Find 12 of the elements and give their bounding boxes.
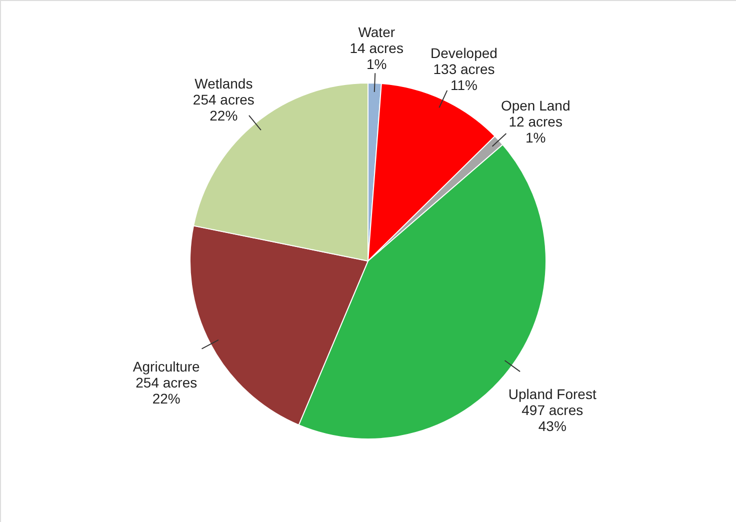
data-label: 12 acres 1% [508, 113, 562, 146]
data-label: 254 acres 22% [192, 92, 254, 124]
slice-label: Upland Forest [508, 386, 596, 402]
slice-label: Water [358, 24, 396, 40]
slice-label: Open Land [500, 97, 570, 114]
slice-label: Agriculture [132, 358, 200, 374]
slice-label: Wetlands [194, 76, 253, 92]
data-label: 254 acres 22% [136, 374, 198, 406]
data-label: 133 acres 11% [433, 61, 495, 94]
slice-label: Developed [430, 45, 498, 62]
data-label: 497 acres 43% [522, 402, 584, 434]
data-label: 14 acres 1% [350, 40, 404, 72]
